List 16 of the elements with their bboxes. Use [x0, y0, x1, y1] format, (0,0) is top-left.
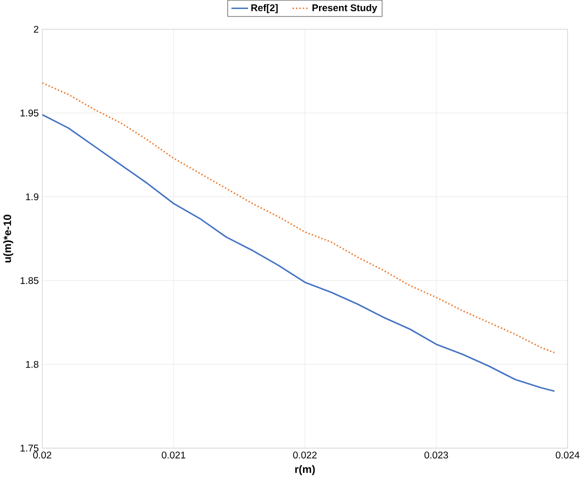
- y-tick-label: 1.95: [20, 109, 38, 116]
- y-axis-title: u(m)*e-10: [3, 214, 14, 262]
- y-tick-label: 2: [34, 26, 38, 32]
- x-tick-label: 0.022: [293, 451, 317, 458]
- x-axis-title: r(m): [295, 464, 315, 475]
- y-tick-label: 1.75: [20, 444, 38, 452]
- line-series: [42, 114, 556, 392]
- x-tick-label: 0.024: [556, 451, 580, 458]
- legend-label: Present Study: [312, 4, 378, 13]
- y-tick-label: 1.9: [26, 193, 38, 200]
- y-tick-label: 1.85: [20, 276, 38, 284]
- y-tick-label: 1.8: [26, 360, 38, 368]
- x-tick-label: 0.021: [162, 451, 186, 458]
- x-tick-label: 0.023: [424, 451, 448, 458]
- x-tick-label: 0.02: [33, 451, 52, 458]
- legend-label: Ref[2]: [251, 4, 278, 13]
